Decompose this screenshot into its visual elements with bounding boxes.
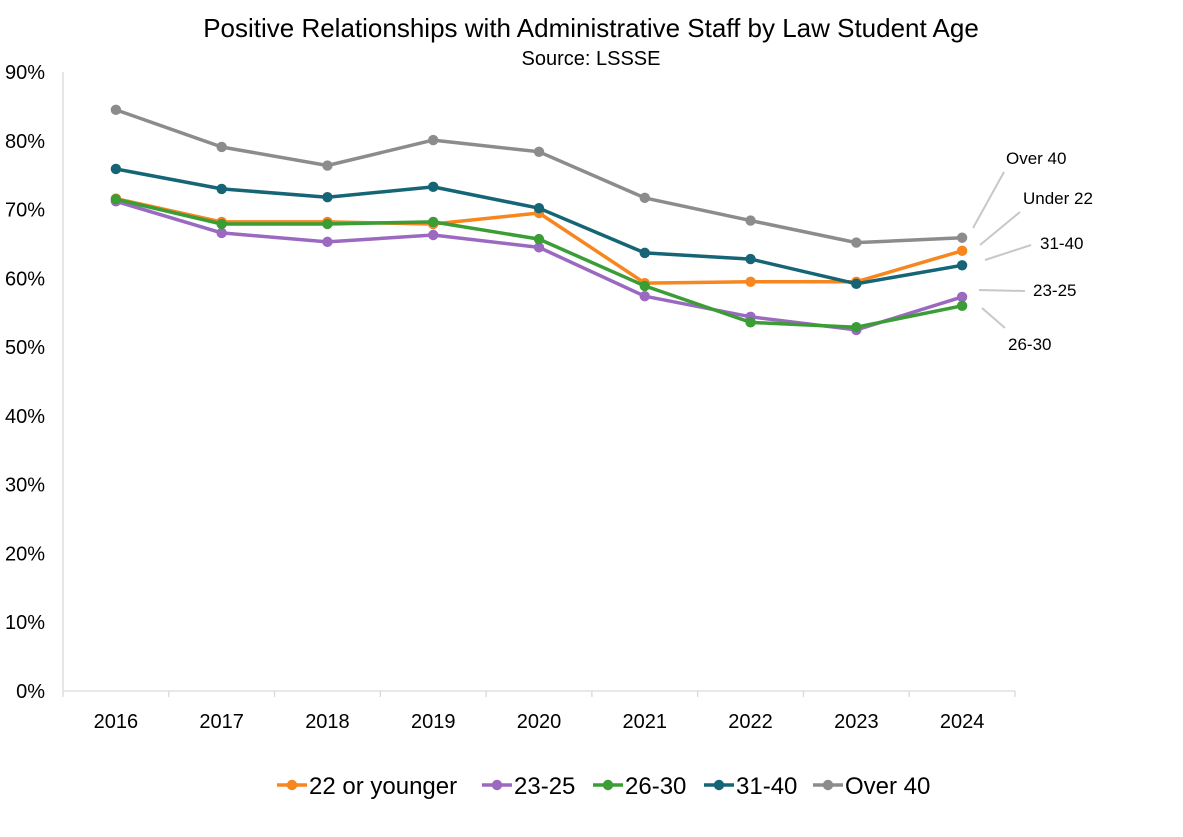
legend-item: Over 40 bbox=[813, 773, 930, 800]
x-tick-label: 2018 bbox=[305, 711, 350, 733]
series-3 bbox=[110, 194, 968, 333]
y-tick-label: 30% bbox=[5, 475, 45, 497]
series-layer bbox=[110, 104, 968, 336]
x-tick-label: 2017 bbox=[199, 711, 244, 733]
legend-swatch-marker bbox=[491, 779, 503, 791]
legend-label: 23-25 bbox=[514, 773, 575, 800]
legend-label: Over 40 bbox=[845, 773, 930, 800]
chart-subtitle: Source: LSSSE bbox=[522, 48, 661, 70]
data-point bbox=[851, 237, 862, 248]
y-tick-label: 40% bbox=[5, 406, 45, 428]
data-point bbox=[110, 163, 122, 175]
data-point bbox=[428, 229, 439, 241]
data-point bbox=[745, 276, 756, 287]
legend-label: 26-30 bbox=[625, 773, 686, 800]
series-4 bbox=[110, 163, 968, 290]
data-point bbox=[110, 194, 122, 205]
data-point bbox=[851, 278, 862, 290]
leader-line bbox=[972, 171, 1005, 229]
legend-label: 22 or younger bbox=[309, 773, 457, 800]
legend-item: 31-40 bbox=[704, 773, 797, 800]
data-point bbox=[639, 192, 650, 204]
data-point bbox=[216, 218, 227, 230]
leader-line bbox=[978, 289, 1026, 292]
data-point bbox=[322, 191, 333, 203]
legend-item: 23-25 bbox=[482, 773, 575, 800]
legend: 22 or younger 23-25 26-30 31-40 Over 40 bbox=[277, 773, 930, 800]
data-point bbox=[639, 280, 650, 292]
end-label: 26-30 bbox=[1008, 335, 1051, 354]
data-point bbox=[533, 146, 545, 157]
data-point bbox=[956, 232, 968, 243]
data-point bbox=[956, 260, 968, 271]
data-point bbox=[956, 291, 968, 303]
series-line bbox=[115, 167, 963, 286]
legend-item: 22 or younger bbox=[277, 773, 457, 800]
y-tick-label: 90% bbox=[5, 62, 45, 84]
data-point bbox=[322, 218, 333, 230]
data-point bbox=[745, 215, 756, 226]
legend-swatch-marker bbox=[822, 779, 834, 791]
y-tick-label: 70% bbox=[5, 200, 45, 222]
x-tick-label: 2021 bbox=[623, 711, 668, 733]
end-label: Under 22 bbox=[1023, 189, 1093, 208]
data-point bbox=[745, 253, 756, 265]
data-point bbox=[216, 183, 227, 195]
y-tick-label: 60% bbox=[5, 268, 45, 290]
data-point bbox=[533, 202, 545, 214]
data-point bbox=[428, 181, 439, 193]
data-point bbox=[322, 236, 333, 248]
y-tick-label: 20% bbox=[5, 543, 45, 565]
end-label: 31-40 bbox=[1040, 234, 1083, 253]
data-point bbox=[956, 300, 968, 312]
data-point bbox=[216, 227, 227, 239]
x-tick-label: 2022 bbox=[728, 711, 773, 733]
leader-line bbox=[984, 244, 1032, 261]
y-tick-label: 10% bbox=[5, 612, 45, 634]
data-point bbox=[110, 104, 122, 116]
data-point bbox=[745, 317, 756, 328]
leader-line bbox=[979, 211, 1021, 246]
end-label: 23-25 bbox=[1033, 281, 1076, 300]
end-labels: Over 40 Under 22 31-40 23-25 26-30 bbox=[972, 149, 1093, 354]
end-label: Over 40 bbox=[1006, 149, 1066, 168]
legend-swatch-marker bbox=[286, 779, 298, 791]
x-tick-label: 2020 bbox=[517, 711, 562, 733]
data-point bbox=[322, 160, 333, 171]
data-point bbox=[533, 233, 545, 245]
series-5 bbox=[110, 104, 968, 248]
data-point bbox=[533, 242, 545, 253]
data-point bbox=[956, 245, 968, 257]
data-point bbox=[428, 216, 439, 228]
legend-label: 31-40 bbox=[736, 773, 797, 800]
legend-swatch-marker bbox=[713, 779, 725, 791]
y-tick-label: 50% bbox=[5, 337, 45, 359]
legend-swatch-marker bbox=[602, 779, 614, 791]
data-point bbox=[851, 321, 862, 333]
x-tick-label: 2016 bbox=[94, 711, 139, 733]
leader-line bbox=[981, 307, 1006, 329]
axes: 0% 10% 20% 30% 40% 50% 60% 70% 80% 90% 2016 2017 201… bbox=[5, 62, 1016, 733]
legend-item: 26-30 bbox=[593, 773, 686, 800]
y-tick-label: 0% bbox=[16, 681, 45, 703]
x-tick-label: 2019 bbox=[411, 711, 456, 733]
x-tick-label: 2024 bbox=[940, 711, 985, 733]
y-tick-label: 80% bbox=[5, 131, 45, 153]
data-point bbox=[639, 247, 650, 259]
chart-title: Positive Relationships with Administrati… bbox=[203, 13, 979, 43]
data-point bbox=[216, 141, 227, 153]
data-point bbox=[428, 134, 439, 146]
series-line bbox=[115, 197, 963, 329]
data-point bbox=[639, 291, 650, 302]
x-tick-label: 2023 bbox=[834, 711, 879, 733]
